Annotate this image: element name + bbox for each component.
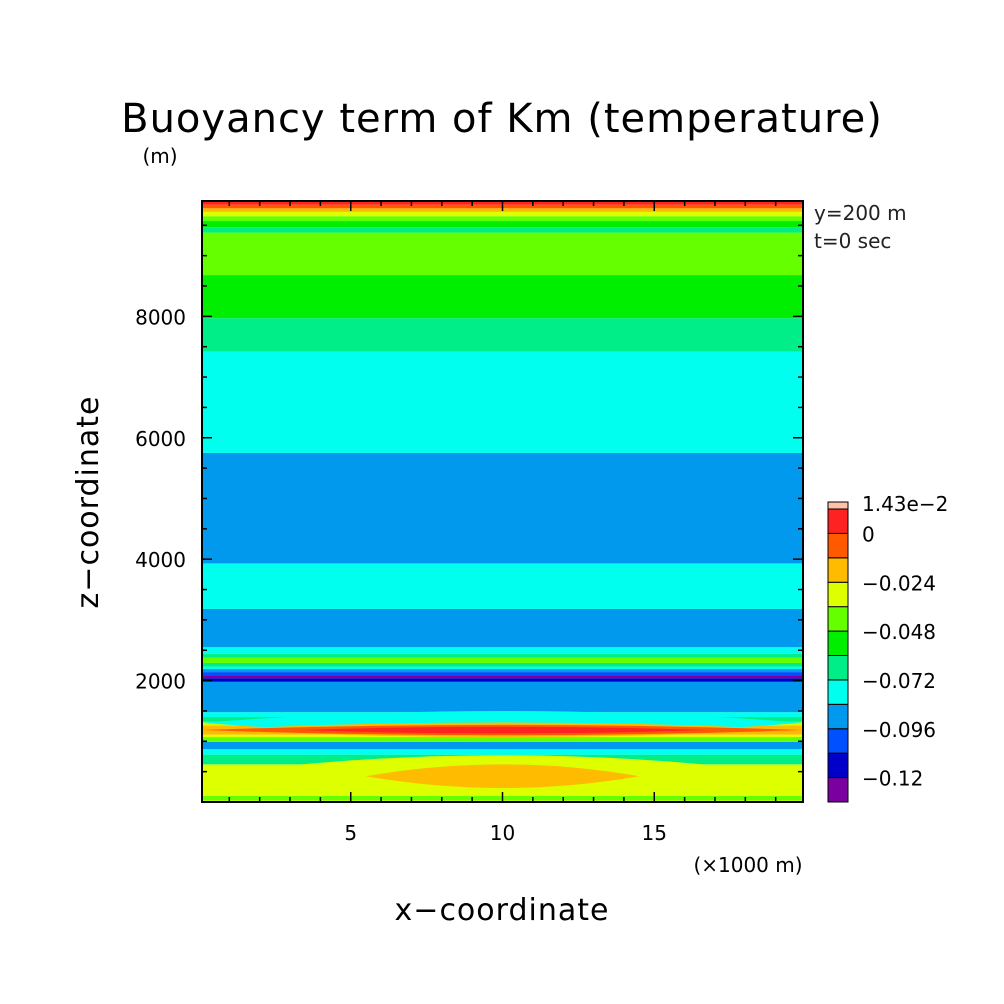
- contour-band: [202, 608, 803, 648]
- contour-band: [202, 216, 803, 222]
- colorbar-labels: 1.43e−2 0 −0.024 −0.048 −0.072 −0.096 −0.12: [862, 492, 948, 791]
- contour-band: [202, 232, 803, 276]
- annotation-t: t=0 sec: [814, 229, 891, 253]
- colorbar-level: [827, 557, 849, 583]
- contour-band: [202, 662, 803, 667]
- colorbar-tick-label: −0.096: [862, 718, 936, 742]
- contour-band: [202, 749, 803, 755]
- colorbar-level: [827, 581, 849, 608]
- colorbar-level: [827, 703, 849, 730]
- contour-band: [202, 275, 803, 319]
- contour-band: [202, 563, 803, 609]
- colorbar-tick-label: −0.12: [862, 767, 923, 791]
- y-tick-label: 4000: [135, 548, 186, 572]
- contour-band: [202, 672, 803, 676]
- contour-band: [202, 741, 803, 750]
- x-tick-label: 5: [344, 821, 357, 845]
- colorbar-tick-label: −0.024: [862, 571, 936, 595]
- x-axis-label: x−coordinate: [395, 893, 610, 928]
- contour-band: [202, 227, 803, 233]
- annotation-y: y=200 m: [814, 201, 907, 225]
- contour-lens: [299, 726, 706, 734]
- contour-band: [202, 678, 803, 682]
- contour-band: [202, 737, 803, 742]
- y-axis-label: z−coordinate: [71, 396, 106, 609]
- colorbar-tick-label: −0.048: [862, 620, 936, 644]
- contour-band: [202, 211, 803, 217]
- colorbar-level: [827, 501, 849, 510]
- colorbar: [827, 501, 849, 803]
- y-axis-unit: (m): [142, 144, 177, 168]
- contour-band: [202, 221, 803, 228]
- colorbar-level: [827, 679, 849, 705]
- contour-field: [202, 201, 803, 802]
- y-tick-label: 8000: [135, 305, 186, 329]
- contour-band: [202, 669, 803, 673]
- y-tick-label: 2000: [135, 670, 186, 694]
- colorbar-level: [827, 606, 849, 632]
- x-tick-label: 10: [490, 821, 515, 845]
- contour-band: [202, 681, 803, 713]
- colorbar-level: [827, 655, 849, 681]
- contour-band: [202, 675, 803, 679]
- contour-band: [202, 351, 803, 453]
- contour-band: [202, 653, 803, 658]
- y-tick-labels: 2000 4000 6000 8000: [135, 305, 186, 693]
- colorbar-level: [827, 777, 849, 803]
- x-tick-label: 15: [642, 821, 667, 845]
- chart-title: Buoyancy term of Km (temperature): [121, 96, 883, 142]
- x-tick-labels: 5 10 15: [344, 821, 667, 845]
- colorbar-max-label: 1.43e−2: [862, 492, 948, 516]
- colorbar-level: [827, 508, 849, 534]
- contour-band: [202, 452, 803, 564]
- plot-frame: [201, 200, 804, 803]
- contour-band: [202, 657, 803, 663]
- colorbar-tick-label: −0.072: [862, 669, 936, 693]
- x-axis-unit: (×1000 m): [693, 853, 802, 877]
- colorbar-level: [827, 532, 849, 559]
- contour-band: [202, 666, 803, 670]
- colorbar-level: [827, 630, 849, 656]
- colorbar-level: [827, 752, 849, 779]
- colorbar-tick-label: 0: [862, 522, 875, 546]
- contour-band: [202, 318, 803, 352]
- y-tick-label: 6000: [135, 427, 186, 451]
- contour-band: [202, 647, 803, 654]
- contour-lens: [365, 764, 640, 789]
- colorbar-level: [827, 728, 849, 754]
